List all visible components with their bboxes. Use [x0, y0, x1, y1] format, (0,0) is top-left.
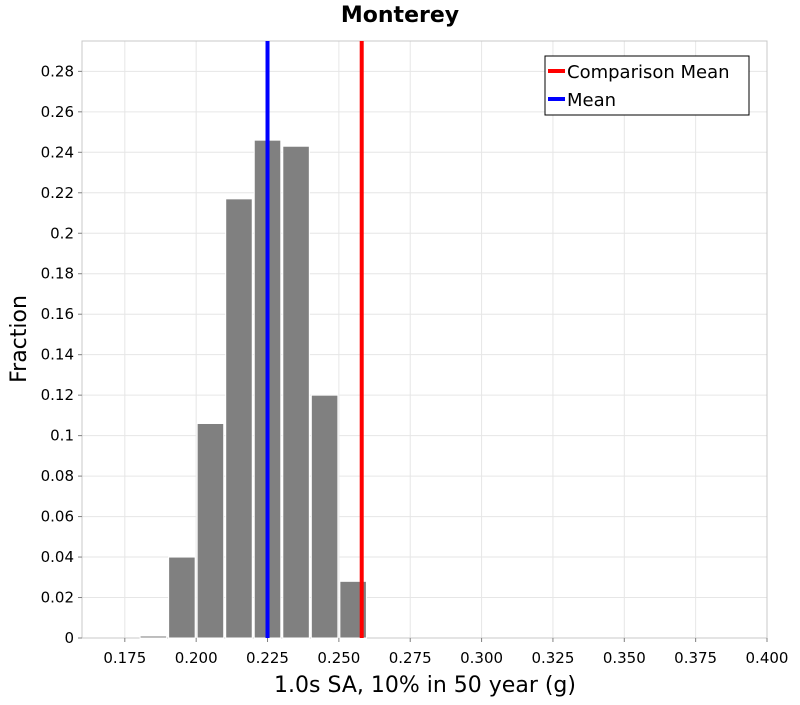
x-tick-label: 0.325 — [531, 649, 574, 667]
legend-label: Comparison Mean — [567, 62, 730, 83]
y-tick-label: 0.24 — [41, 143, 74, 161]
x-tick-label: 0.275 — [389, 649, 432, 667]
histogram-bar — [196, 422, 225, 639]
x-tick-label: 0.175 — [103, 649, 146, 667]
reference-lines-layer — [265, 41, 364, 638]
x-tick-label: 0.400 — [746, 649, 789, 667]
y-axis-label: Fraction — [7, 295, 32, 383]
legend: Comparison Mean Mean — [544, 55, 750, 116]
x-tick-label: 0.350 — [603, 649, 646, 667]
y-axis-ticks: 0 0.02 0.04 0.06 0.08 0.1 0.12 0.14 0.16 0.18 0.2 0… — [41, 62, 82, 647]
histogram-bar — [139, 635, 168, 639]
x-axis-ticks: 0.175 0.200 0.225 0.250 0.275 0.300 0.325 0.350… — [103, 638, 788, 667]
y-tick-label: 0.04 — [41, 548, 74, 566]
histogram-bar — [168, 556, 196, 639]
x-axis-label: 1.0s SA, 10% in 50 year (g) — [274, 673, 576, 698]
y-tick-label: 0.22 — [41, 184, 74, 202]
x-tick-label: 0.300 — [460, 649, 503, 667]
histogram-bar — [310, 394, 339, 639]
x-tick-label: 0.250 — [317, 649, 360, 667]
bars-layer — [139, 139, 367, 639]
y-tick-label: 0.06 — [41, 508, 74, 526]
legend-box — [544, 55, 750, 116]
histogram-bar — [225, 198, 253, 639]
chart-title: Monterey — [341, 3, 459, 28]
legend-label: Mean — [567, 90, 616, 111]
x-tick-label: 0.375 — [674, 649, 717, 667]
y-tick-label: 0.16 — [41, 305, 74, 323]
y-tick-label: 0.12 — [41, 386, 74, 404]
y-tick-label: 0.14 — [41, 346, 74, 364]
x-tick-label: 0.225 — [246, 649, 289, 667]
x-tick-label: 0.200 — [175, 649, 218, 667]
y-tick-label: 0.1 — [50, 427, 74, 445]
y-tick-label: 0.2 — [50, 224, 74, 242]
y-tick-label: 0.18 — [41, 265, 74, 283]
y-tick-label: 0.08 — [41, 467, 74, 485]
y-tick-label: 0.26 — [41, 103, 74, 121]
y-tick-label: 0 — [64, 629, 74, 647]
plot-area — [81, 40, 768, 639]
histogram-bar — [282, 145, 310, 639]
grid-layer — [82, 41, 768, 639]
y-tick-label: 0.28 — [41, 62, 74, 80]
y-tick-label: 0.02 — [41, 589, 74, 607]
